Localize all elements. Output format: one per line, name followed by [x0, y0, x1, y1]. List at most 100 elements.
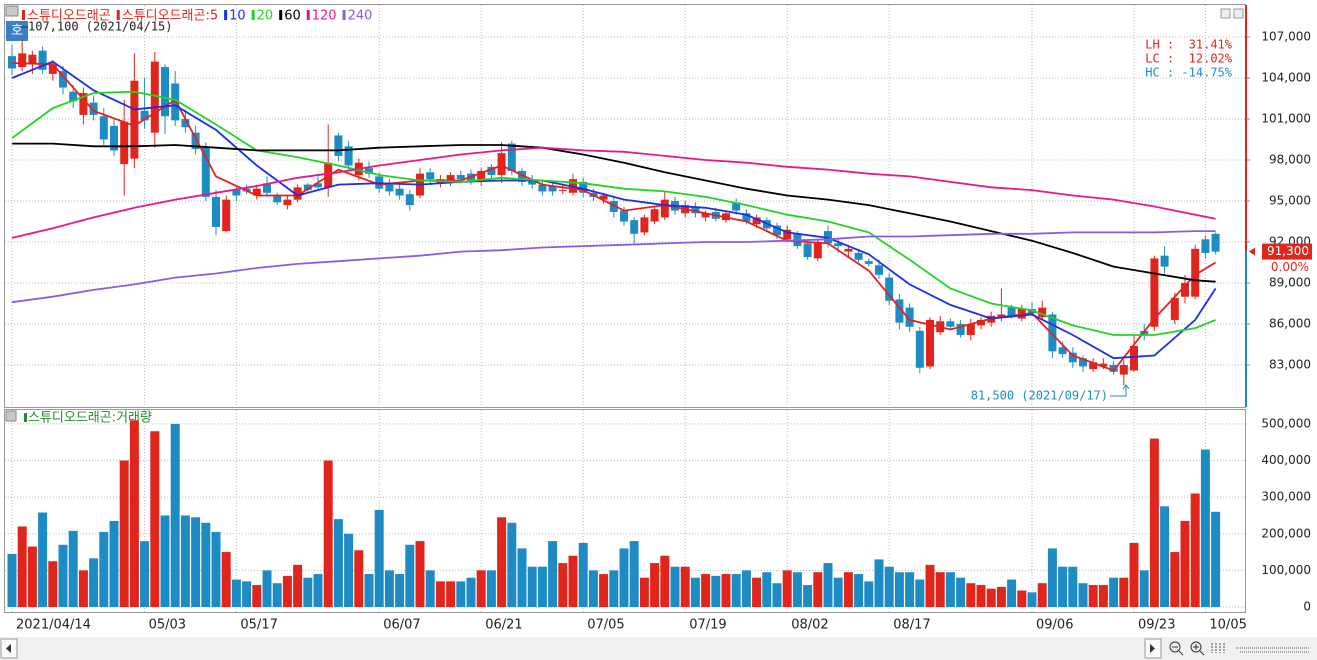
candle-body: [558, 190, 567, 192]
candle-body: [518, 170, 526, 182]
badge-box[interactable]: [6, 21, 28, 41]
candle-body: [385, 184, 394, 192]
volume-bar: [344, 533, 354, 607]
volume-bar: [364, 574, 374, 607]
volume-bar: [282, 575, 292, 607]
candle-body: [79, 93, 88, 115]
candle-body: [1048, 314, 1057, 352]
volume-bar: [996, 586, 1006, 607]
volume-bar: [170, 423, 180, 607]
volume-bar: [395, 574, 405, 607]
volume-bar: [38, 512, 48, 607]
volume-bar: [578, 542, 588, 607]
candle-body: [1007, 307, 1016, 316]
volume-bar: [568, 555, 578, 607]
volume-bar: [772, 583, 782, 607]
candle-body: [365, 168, 373, 174]
x-tick-label: 06/21: [485, 618, 522, 633]
volume-bar: [48, 561, 58, 607]
candle-body: [150, 61, 159, 133]
volume-bar: [609, 570, 619, 607]
candle-body: [140, 110, 149, 121]
candle-body: [956, 324, 965, 335]
volume-bar: [1098, 585, 1108, 607]
zoom-glyphs: [1172, 644, 1205, 656]
volume-bar: [976, 585, 986, 607]
volume-bar: [833, 577, 843, 607]
candle-body: [813, 243, 822, 259]
candle-body: [1170, 298, 1179, 320]
zoom-out-icon[interactable]: [1169, 641, 1181, 653]
candle-body: [620, 210, 628, 222]
close-icon[interactable]: [1233, 8, 1244, 19]
candle-body: [395, 188, 404, 196]
last-change-label: 0.00%: [1271, 260, 1309, 274]
volume-legend: 스튜디오드래곤:거래량: [28, 411, 152, 426]
stat-hc: HC : -14.75%: [1145, 66, 1232, 80]
volume-bar: [78, 570, 88, 607]
legend-marker: [22, 10, 25, 20]
volume-bar: [497, 517, 507, 607]
candle-body: [426, 172, 435, 180]
candle-body: [895, 299, 904, 323]
volume-bar: [272, 583, 282, 607]
volume-bar: [803, 585, 813, 607]
slider[interactable]: [1236, 647, 1310, 653]
candle-body: [1079, 358, 1087, 367]
candle-body: [38, 50, 47, 70]
minimize-icon[interactable]: [1220, 8, 1231, 19]
legend-label: 240: [348, 9, 373, 24]
volume-bar: [945, 572, 955, 607]
candle-body: [1038, 307, 1047, 318]
legend-label: 60: [284, 9, 301, 24]
badge: 호: [11, 24, 23, 39]
volume-bar: [670, 566, 680, 607]
volume-bar: [191, 517, 201, 607]
volume-bar: [313, 574, 323, 607]
candle-body: [650, 209, 659, 222]
candle-body: [773, 225, 781, 236]
volume-bar: [843, 572, 853, 607]
volume-tick-label: 300,000: [1261, 490, 1311, 504]
volume-bar: [293, 564, 303, 607]
candle-body: [660, 199, 669, 218]
volume-bar: [27, 546, 37, 607]
volume-bar: [435, 581, 445, 607]
candle-body: [405, 194, 414, 206]
candle-body: [18, 53, 27, 68]
legend-marker: [306, 10, 310, 20]
y-tick-label: 98,000: [1269, 153, 1311, 167]
volume-bar: [425, 570, 435, 607]
last-price-label: 91,300: [1267, 244, 1309, 258]
candle-body: [997, 314, 1006, 318]
candle-body: [212, 196, 220, 227]
volume-bar: [201, 522, 211, 607]
panel-icon[interactable]: [5, 5, 19, 17]
legend-label: 10: [229, 9, 246, 24]
legend-marker: [116, 10, 120, 20]
candle-body: [344, 146, 353, 166]
volume-bar: [1047, 548, 1057, 607]
volume-bar: [1149, 438, 1159, 607]
candle-body: [1130, 345, 1138, 371]
volume-bar: [1200, 449, 1210, 607]
panel-icon[interactable]: [5, 410, 17, 422]
x-tick-label: 07/05: [587, 618, 624, 633]
candle-body: [130, 80, 139, 159]
bar-icon[interactable]: [1211, 643, 1225, 653]
zoom-in-icon[interactable]: [1190, 641, 1202, 653]
candle-body: [1211, 233, 1220, 252]
x-tick-label: 09/23: [1138, 618, 1175, 633]
volume-bar: [1129, 542, 1139, 607]
candle-body: [99, 116, 108, 140]
volume-bar: [160, 515, 170, 607]
candle-body: [497, 153, 506, 176]
candle-body: [1201, 239, 1210, 253]
y-tick-label: 104,000: [1261, 70, 1311, 84]
volume-tick-label: 100,000: [1261, 563, 1311, 577]
labels: 83,00086,00089,00092,00095,00098,000101,…: [16, 5, 1312, 633]
candle-body: [303, 184, 312, 191]
candle-body: [1058, 347, 1067, 355]
x-tick-label: 09/06: [1036, 618, 1073, 633]
x-tick-label: 08/17: [893, 618, 930, 633]
